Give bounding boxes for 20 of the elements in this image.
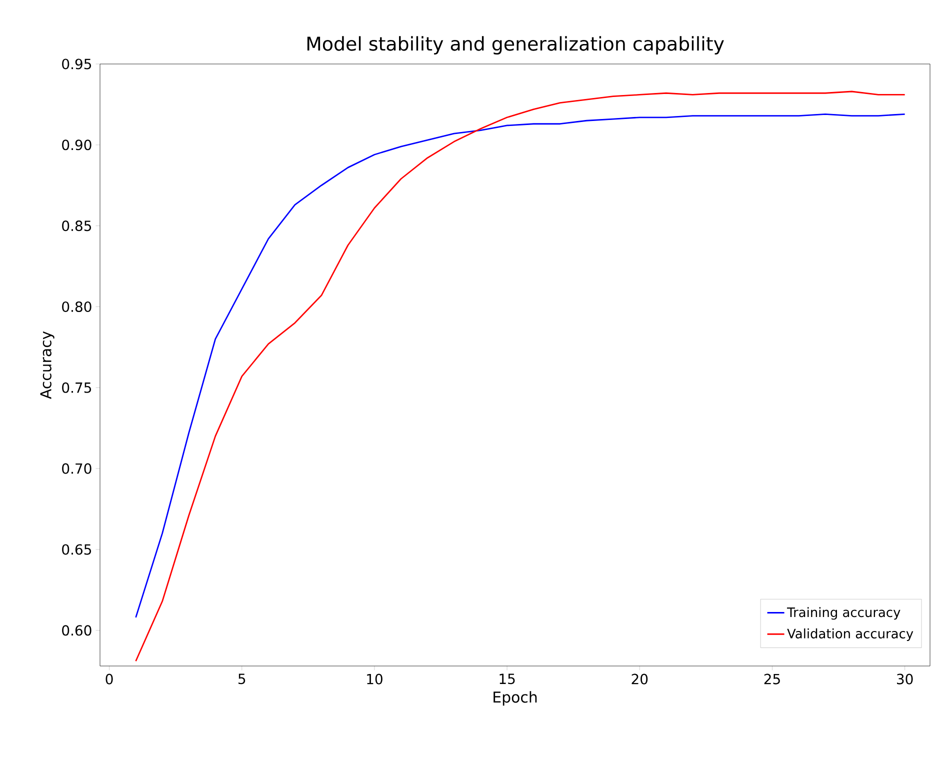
- x-tick-label: 20: [632, 674, 648, 684]
- x-tick-label: 30: [897, 674, 913, 684]
- x-tick-label: 0: [106, 674, 113, 684]
- chart-title: Model stability and generalization capability: [307, 36, 724, 54]
- x-tick-label: 15: [500, 674, 515, 684]
- legend-label: Training accuracy: [787, 607, 900, 620]
- x-axis-title: Epoch: [494, 691, 537, 706]
- y-tick-label: 0.85: [62, 220, 92, 232]
- legend-label: Validation accuracy: [787, 628, 914, 641]
- x-tick-label: 10: [367, 674, 382, 684]
- y-tick-label: 0.70: [62, 463, 92, 474]
- y-tick-label: 0.60: [62, 625, 92, 636]
- x-tick-label: 5: [238, 674, 246, 684]
- x-tick-label: 25: [764, 674, 780, 684]
- y-tick-label: 0.75: [62, 382, 92, 393]
- y-axis-title: Accuracy: [40, 331, 54, 399]
- y-tick-label: 0.80: [62, 301, 92, 312]
- y-tick-label: 0.65: [62, 544, 92, 555]
- y-tick-label: 0.90: [62, 140, 92, 150]
- y-tick-label: 0.95: [62, 58, 92, 70]
